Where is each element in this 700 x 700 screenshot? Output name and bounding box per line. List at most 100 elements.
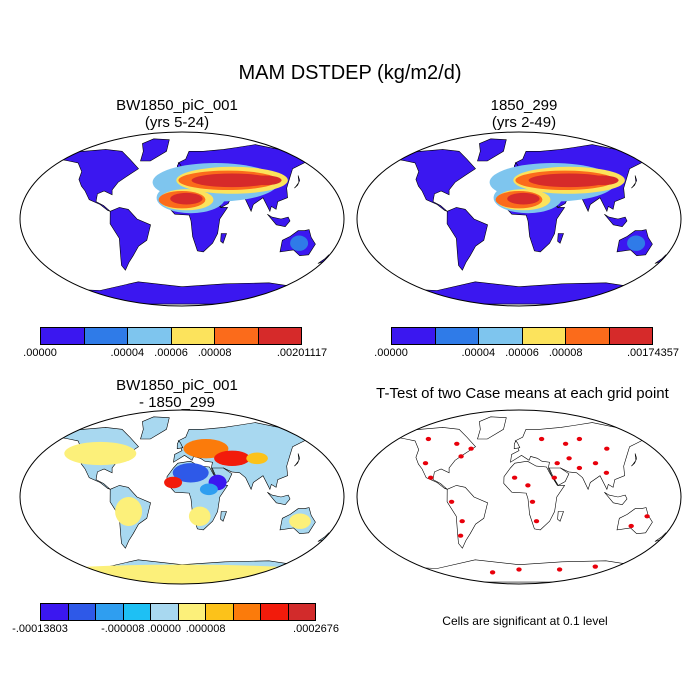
land-namerica [395, 149, 476, 212]
significant-cell [422, 461, 429, 466]
panel1-colorbar [40, 327, 302, 345]
panel3-map [19, 409, 345, 585]
significance-note: Cells are significant at 0.1 level [442, 614, 608, 628]
colorbar-box [123, 604, 151, 620]
land-greenland [477, 416, 507, 440]
significant-cell [454, 441, 460, 446]
colorbar-box [258, 328, 301, 344]
significant-cell [457, 533, 464, 538]
colorbar-box [96, 604, 124, 620]
colorbar-box [233, 604, 261, 620]
panel2-title: 1850_299 (yrs 2-49) [374, 97, 674, 131]
land-greenland [140, 416, 170, 440]
significant-cell [644, 514, 650, 519]
significant-cell [458, 454, 464, 459]
land-samerica [446, 207, 488, 271]
colorbar-box [566, 328, 610, 344]
main-title: MAM DSTDEP (kg/m2/d) [238, 62, 462, 84]
colorbar-tick-label: .00174357 [627, 347, 679, 359]
land-namerica [58, 149, 139, 212]
land-japan [631, 175, 638, 189]
colorbar-box [171, 328, 215, 344]
panel1-title-line2: (yrs 5-24) [144, 114, 210, 131]
significant-cell [603, 470, 610, 475]
land-madagascar [557, 233, 564, 244]
difference-region [164, 476, 183, 489]
colorbar-box [288, 604, 315, 620]
land-madagascar [557, 511, 564, 522]
land-japan [294, 175, 301, 189]
land-greenland [477, 138, 507, 162]
colorbar-tick-label: .000008 [185, 623, 226, 635]
difference-region [188, 506, 211, 526]
colorbar-tick-label: .00008 [548, 347, 583, 359]
colorbar-tick-label: .00000 [374, 347, 408, 359]
colorbar-box [41, 604, 69, 620]
significant-cell [576, 465, 583, 471]
panel4-title-line1: T-Test of two Case means at each grid po… [376, 385, 669, 402]
significant-cell [576, 436, 583, 442]
colorbar-tick-label: -.000008 [101, 623, 145, 635]
map-border [19, 409, 345, 585]
significant-cell [562, 441, 569, 446]
significant-cell [489, 570, 496, 575]
significant-cell [556, 567, 563, 572]
land-japan [631, 453, 638, 467]
colorbar-box [128, 328, 172, 344]
dust-field-region [627, 235, 646, 251]
panel3-title-line2: - 1850_299 [139, 394, 215, 411]
colorbar-box [151, 604, 179, 620]
colorbar-tick-label: .00006 [505, 347, 539, 359]
panel2-title-line1: 1850_299 [490, 97, 558, 114]
significant-cell [516, 567, 522, 572]
colorbar-tick-label: .00008 [197, 347, 232, 359]
panel3-colorbar [40, 603, 316, 621]
significant-cell [604, 446, 610, 451]
colorbar-tick-label: .00201117 [276, 347, 328, 359]
significant-cell [592, 461, 599, 466]
land-africa [503, 460, 566, 531]
colorbar-box [68, 604, 96, 620]
dust-field-region [507, 192, 540, 205]
dust-field-region [170, 192, 203, 205]
panel1-title: BW1850_piC_001 (yrs 5-24) [27, 97, 327, 131]
colorbar-tick-label: .00006 [154, 347, 188, 359]
dust-field-region [191, 173, 273, 188]
colorbar-box [41, 328, 85, 344]
significant-cell [628, 523, 634, 529]
significant-cell [459, 519, 465, 524]
land-uk [176, 440, 184, 450]
significant-cell [592, 564, 598, 569]
panel3-title: BW1850_piC_001 - 1850_299 [27, 377, 327, 411]
land-samerica [446, 485, 488, 549]
colorbar-box [215, 328, 259, 344]
difference-region [289, 513, 311, 529]
difference-region [172, 463, 209, 483]
land-antarctica [56, 281, 308, 305]
difference-region [183, 439, 229, 459]
dust-field-region [290, 235, 309, 251]
difference-region [199, 483, 218, 496]
difference-region [214, 450, 251, 466]
land-australia [616, 507, 653, 535]
significant-cell [538, 436, 545, 442]
significant-cell [554, 461, 560, 466]
colorbar-box [522, 328, 566, 344]
panel2-title-line2: (yrs 2-49) [491, 114, 557, 131]
significant-cell [566, 456, 572, 461]
land-antarctica [393, 281, 645, 305]
colorbar-box [609, 328, 652, 344]
panel2-map [356, 131, 682, 307]
land-indonesia [604, 213, 628, 228]
map-border [356, 131, 682, 307]
land-indonesia [267, 213, 291, 228]
colorbar-tick-label: .00004 [110, 347, 145, 359]
colorbar-box [178, 604, 206, 620]
significant-cell [551, 475, 557, 480]
difference-region [115, 497, 143, 526]
significant-cell [529, 499, 536, 504]
colorbar-tick-label: .00000 [147, 623, 182, 635]
difference-region [246, 452, 268, 465]
significant-cell [533, 519, 540, 524]
colorbar-box [392, 328, 436, 344]
